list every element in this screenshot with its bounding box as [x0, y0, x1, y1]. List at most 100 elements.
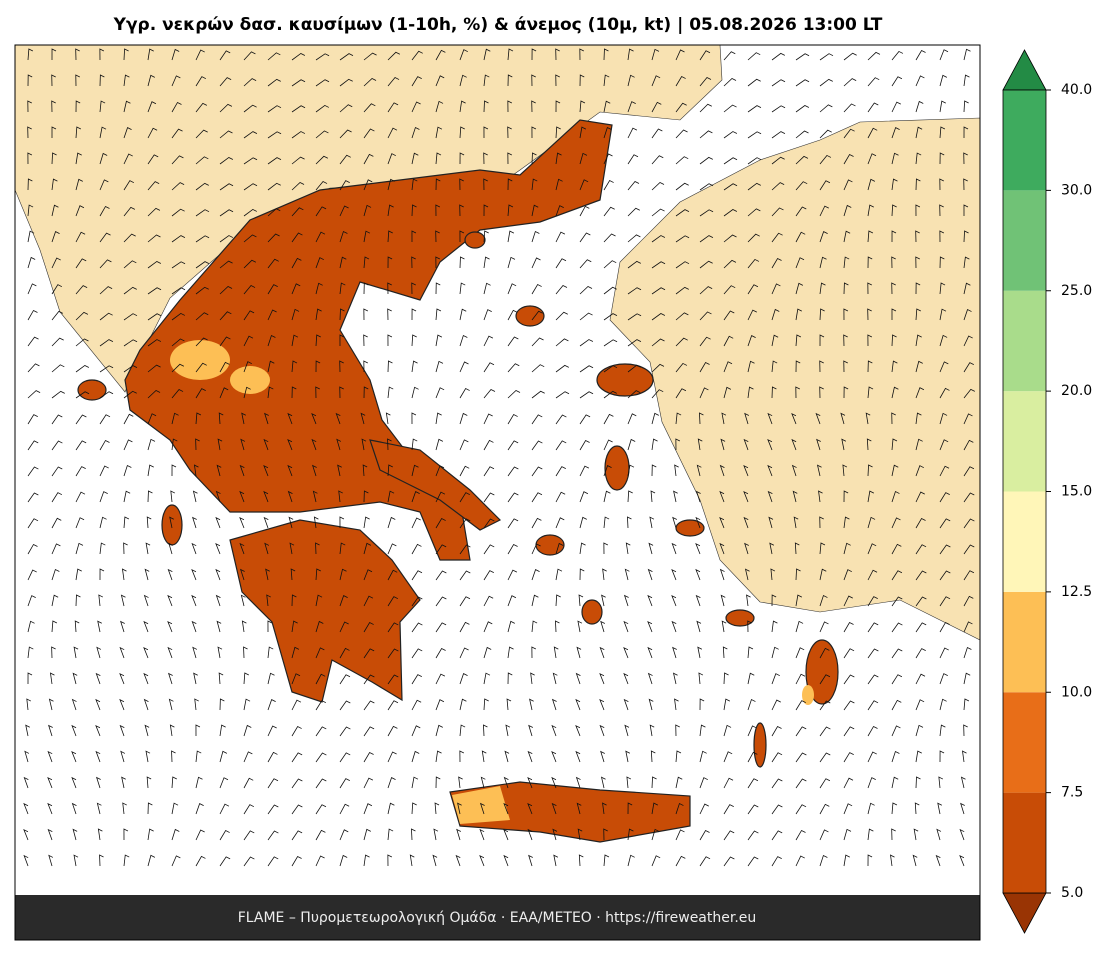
barb	[145, 542, 151, 555]
barb	[387, 438, 392, 451]
barb	[51, 284, 63, 295]
barb	[627, 101, 636, 113]
barb	[51, 646, 56, 659]
barb	[75, 100, 81, 113]
barb	[960, 776, 966, 789]
barb	[819, 104, 833, 113]
barb	[819, 231, 828, 243]
barb	[891, 725, 901, 737]
barb	[527, 776, 533, 789]
barb	[411, 334, 417, 347]
barb	[121, 776, 126, 789]
barb	[267, 284, 278, 295]
barb	[603, 100, 611, 113]
barb	[843, 803, 853, 815]
barb	[696, 464, 702, 477]
barb	[435, 673, 446, 685]
barb	[721, 620, 727, 633]
barb	[195, 261, 210, 269]
barb	[627, 828, 634, 841]
barb	[219, 698, 225, 711]
barb	[531, 594, 539, 607]
barb	[843, 516, 850, 529]
barb	[75, 491, 86, 503]
barb	[411, 802, 417, 815]
barb	[27, 256, 36, 269]
barb	[143, 646, 149, 659]
barb	[171, 389, 184, 399]
barb	[939, 387, 950, 399]
barb	[99, 259, 112, 269]
barb	[219, 750, 228, 763]
barb	[363, 674, 375, 685]
barb	[147, 390, 161, 399]
barb	[675, 156, 689, 165]
barb	[363, 542, 372, 555]
barb	[891, 750, 900, 763]
barb	[243, 183, 258, 191]
barb	[215, 516, 221, 529]
barb	[891, 412, 896, 425]
barb	[627, 490, 633, 503]
barb	[291, 308, 300, 321]
barb	[723, 672, 729, 685]
barb	[435, 152, 442, 165]
barb	[891, 648, 903, 659]
barb	[192, 516, 197, 529]
barb	[555, 491, 566, 503]
barb	[791, 412, 797, 425]
barb	[171, 312, 186, 321]
barb	[51, 231, 60, 243]
barb	[627, 413, 637, 425]
barb	[507, 620, 515, 633]
barb	[219, 103, 233, 113]
barb	[915, 308, 921, 321]
barb	[915, 152, 922, 165]
barb	[507, 466, 519, 477]
barb	[75, 285, 88, 295]
barb	[219, 209, 234, 217]
barb	[411, 230, 417, 243]
barb	[195, 388, 206, 399]
barb	[99, 439, 110, 451]
barb	[867, 51, 881, 61]
footer-text: FLAME – Πυρομετεωρολογική Ομάδα · ΕΑΑ/ME…	[238, 910, 757, 926]
barb	[843, 621, 854, 633]
barb	[123, 313, 138, 321]
barb	[939, 492, 950, 503]
barb	[387, 102, 399, 113]
barb	[503, 802, 509, 815]
barb	[531, 257, 541, 269]
barb	[167, 672, 173, 685]
barb	[435, 776, 441, 789]
barb	[243, 856, 255, 867]
barb	[507, 309, 518, 321]
barb	[171, 438, 178, 451]
barb	[939, 698, 947, 711]
barb	[699, 50, 711, 61]
barb	[267, 78, 281, 87]
barb	[843, 542, 851, 555]
barb	[723, 751, 733, 763]
barb	[627, 154, 639, 165]
barb	[123, 260, 137, 269]
barb	[555, 285, 568, 295]
barb	[843, 103, 856, 113]
barb	[483, 570, 494, 581]
barb	[843, 490, 849, 503]
barb	[767, 464, 773, 477]
barb	[146, 516, 152, 529]
barb	[771, 752, 783, 763]
barb	[579, 414, 591, 425]
barb	[795, 105, 810, 113]
barb	[459, 518, 471, 529]
barb	[602, 802, 607, 815]
barb	[843, 334, 848, 347]
barb	[891, 204, 897, 217]
barb	[576, 646, 582, 659]
barb	[601, 594, 606, 607]
barb	[819, 726, 831, 737]
barb	[360, 412, 366, 425]
barb	[747, 698, 756, 711]
barb	[48, 724, 53, 737]
